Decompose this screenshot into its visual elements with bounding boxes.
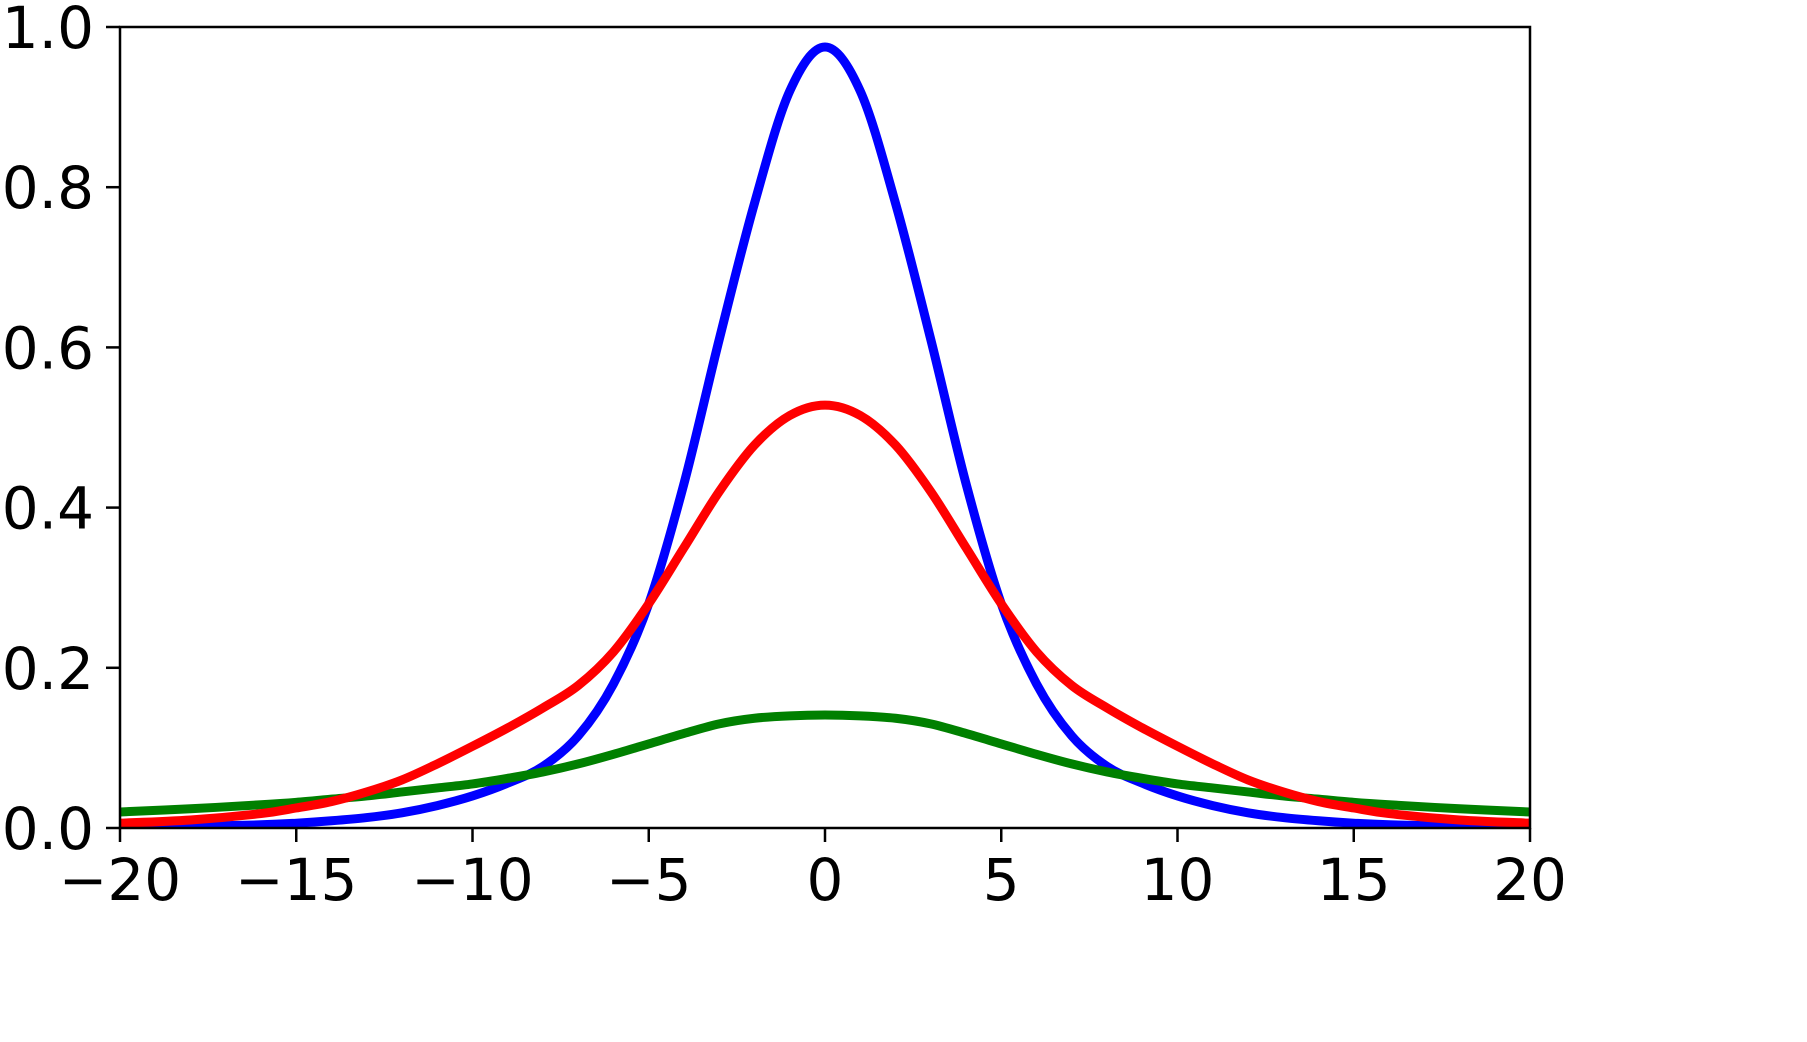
x-tick-label: 20 xyxy=(1493,846,1567,914)
series-line-2 xyxy=(120,710,1530,817)
x-tick-label: −20 xyxy=(59,846,181,914)
x-tick-label: 5 xyxy=(983,846,1020,914)
y-tick-label: 1.0 xyxy=(2,0,94,62)
y-tick-label: 0.2 xyxy=(2,635,94,703)
x-tick-label: 10 xyxy=(1141,846,1215,914)
x-tick-label: −10 xyxy=(411,846,533,914)
tick-layer: −20 −15 −10 −5 0 5 10 15 20 0.0 0.2 0.4 0.6 0.8 1.0 xyxy=(2,0,1567,914)
y-tick-label: 0.8 xyxy=(2,154,94,222)
y-tick-label: 0.0 xyxy=(2,795,94,863)
y-tick-label: 0.4 xyxy=(2,475,94,543)
plot-frame xyxy=(118,25,1532,830)
axes-layer xyxy=(118,25,1532,830)
x-tick-label: 0 xyxy=(807,846,844,914)
series-layer xyxy=(120,42,1530,828)
y-tick-label: 0.6 xyxy=(2,314,94,382)
series-line-1 xyxy=(120,400,1530,828)
x-tick-label: −5 xyxy=(606,846,692,914)
series-line-0 xyxy=(120,42,1530,828)
x-tick-label: −15 xyxy=(235,846,357,914)
x-tick-label: 15 xyxy=(1317,846,1391,914)
